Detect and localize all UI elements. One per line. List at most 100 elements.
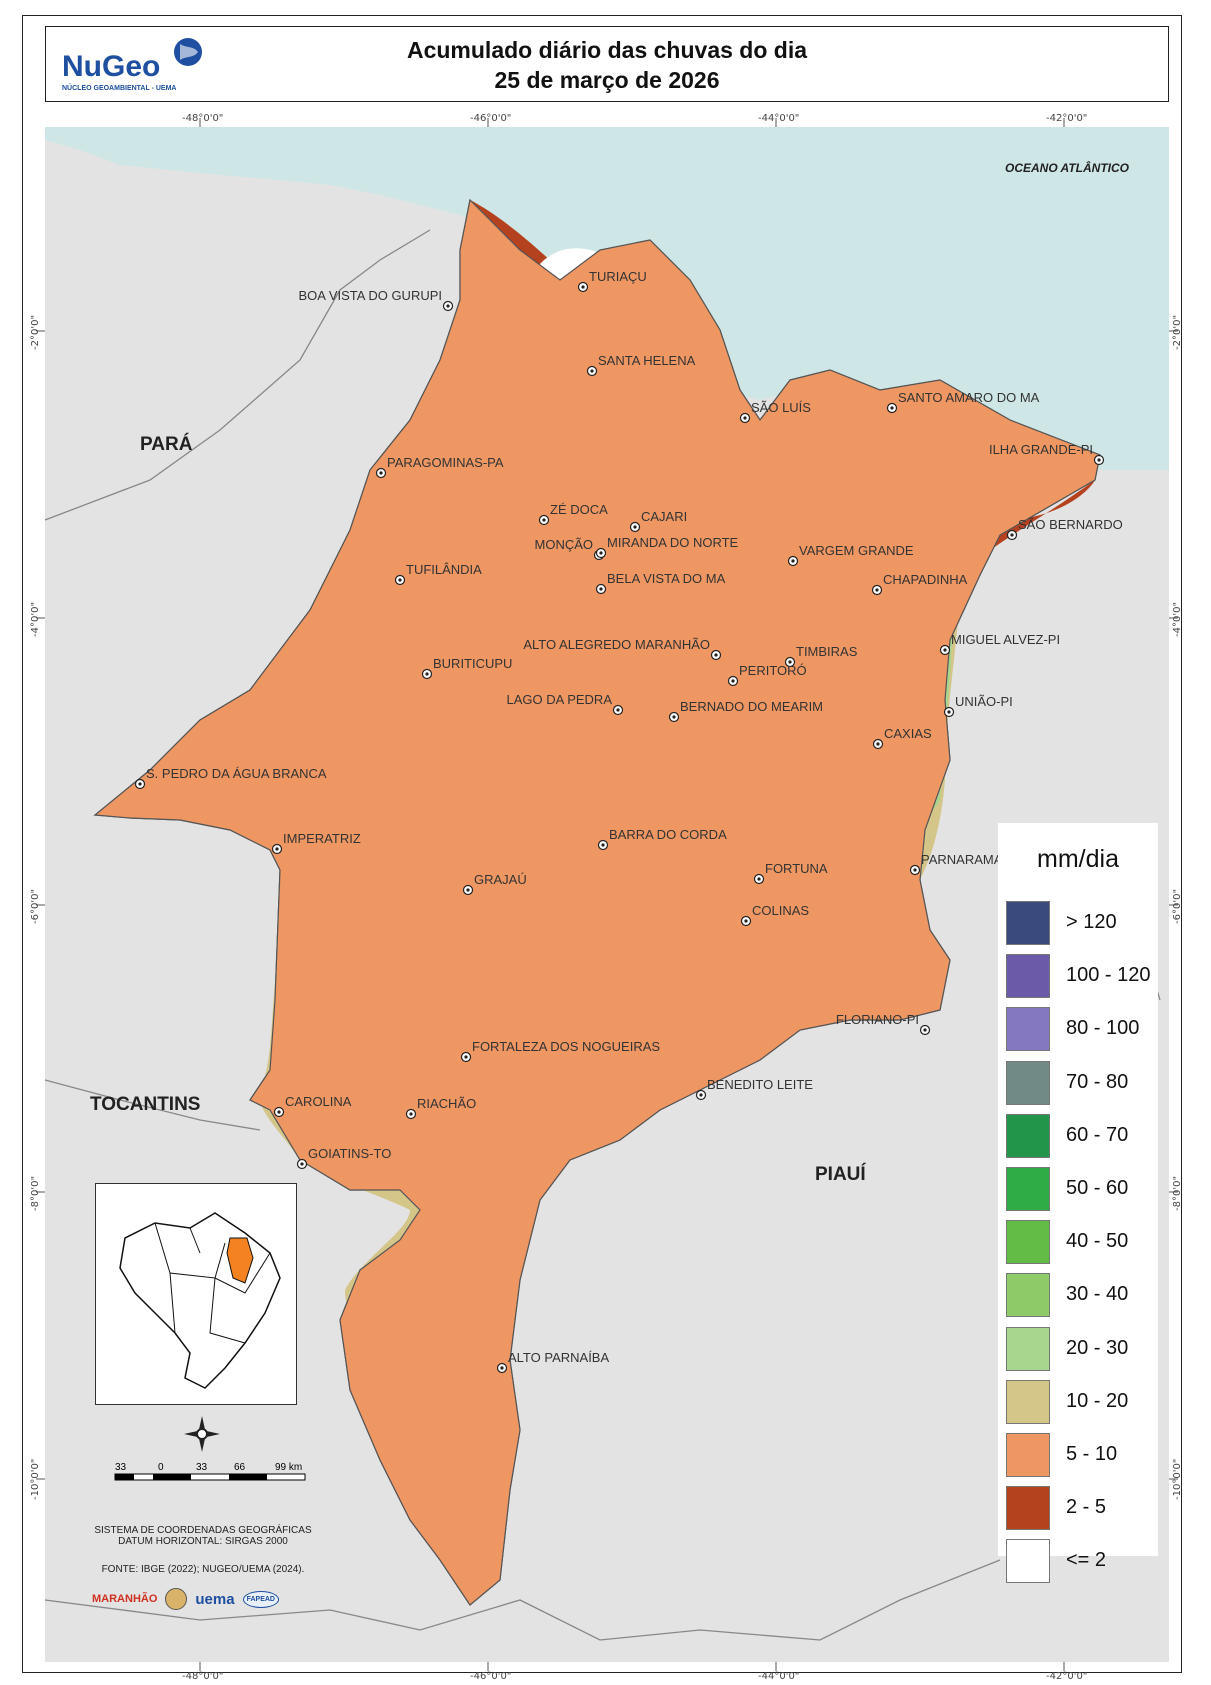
legend-item: 10 - 20 xyxy=(1006,1379,1156,1426)
city-marker: SÃO LUÍS xyxy=(739,400,811,424)
compass-icon xyxy=(184,1416,220,1452)
scale-label: 0 xyxy=(158,1462,164,1473)
city-marker: FORTUNA xyxy=(753,861,828,885)
city-marker: ALTO PARNAÍBA xyxy=(496,1350,609,1374)
legend-item: > 120 xyxy=(1006,901,1156,947)
legend-label: 10 - 20 xyxy=(1066,1389,1129,1412)
city-label: SÃO LUÍS xyxy=(751,400,811,415)
city-marker: COLINAS xyxy=(740,903,809,927)
legend-item: 80 - 100 xyxy=(1006,1007,1156,1053)
city-marker: ALTO ALEGREDO MARANHÃO xyxy=(523,637,722,661)
city-label: LAGO DA PEDRA xyxy=(507,692,613,707)
legend-swatch xyxy=(1006,954,1050,999)
city-label: PARAGOMINAS-PA xyxy=(387,455,504,470)
lat-label-right: -10°0'0" xyxy=(1172,1459,1183,1500)
map-frame xyxy=(22,15,1182,1673)
legend: mm/dia > 120 100 - 120 80 - 100 70 - 80 60 -… xyxy=(998,823,1158,1584)
city-label: CHAPADINHA xyxy=(883,572,968,587)
legend-title: mm/dia xyxy=(1037,845,1119,873)
city-label: GOIATINS-TO xyxy=(308,1146,391,1161)
legend-label: > 120 xyxy=(1066,911,1117,933)
city-marker: ILHA GRANDE-PI xyxy=(989,442,1105,466)
scale-label: 66 xyxy=(234,1462,246,1473)
lat-label-left: -8°0'0" xyxy=(30,1176,41,1211)
legend-swatch xyxy=(1006,1007,1050,1052)
legend-label: 30 - 40 xyxy=(1066,1283,1129,1306)
city-marker: BERNADO DO MEARIM xyxy=(668,699,823,723)
city-label: ZÉ DOCA xyxy=(550,502,608,517)
lon-label-bottom: -48°0'0" xyxy=(182,1671,223,1682)
lat-label-right: -4°0'0" xyxy=(1172,602,1183,637)
city-label: FORTUNA xyxy=(765,861,828,876)
region-label-para: PARÁ xyxy=(140,433,193,455)
nugeo-logo: NuGeo NÚCLEO GEOAMBIENTAL - UEMA xyxy=(62,38,202,92)
city-marker: VARGEM GRANDE xyxy=(787,543,914,567)
region-label-piaui: PIAUÍ xyxy=(815,1163,866,1185)
city-label: S. PEDRO DA ÁGUA BRANCA xyxy=(146,766,327,781)
legend-item: 20 - 30 xyxy=(1006,1326,1156,1373)
city-label: FORTALEZA DOS NOGUEIRAS xyxy=(472,1039,660,1054)
lon-label-top: -46°0'0" xyxy=(470,113,511,124)
legend-item: 2 - 5 xyxy=(1006,1486,1156,1532)
city-label: BERNADO DO MEARIM xyxy=(680,699,823,714)
city-label: SANTO AMARO DO MA xyxy=(898,390,1040,405)
city-label: SÃO BERNARDO xyxy=(1018,517,1123,532)
city-marker: PARNARAMA xyxy=(909,852,1003,876)
scale-bar xyxy=(114,1473,306,1481)
city-label: BENEDITO LEITE xyxy=(707,1077,813,1092)
legend-label: 50 - 60 xyxy=(1066,1177,1129,1199)
legend-label: 20 - 30 xyxy=(1066,1336,1129,1359)
lat-label-left: -2°0'0" xyxy=(30,315,41,350)
legend-swatch xyxy=(1006,1113,1050,1158)
city-label: ALTO PARNAÍBA xyxy=(508,1350,609,1365)
city-marker: GOIATINS-TO xyxy=(296,1146,391,1170)
city-label: TIMBIRAS xyxy=(796,644,858,659)
logo-subtitle: NÚCLEO GEOAMBIENTAL - UEMA xyxy=(62,83,176,92)
legend-swatch xyxy=(1006,1433,1050,1477)
map-date: 25 de março de 2026 xyxy=(494,67,720,93)
legend-swatch xyxy=(1006,901,1050,945)
city-label: ILHA GRANDE-PI xyxy=(989,442,1093,457)
lon-label-top: -44°0'0" xyxy=(758,113,799,124)
city-label: MIGUEL ALVEZ-PI xyxy=(951,632,1060,647)
partner-logos: MARANHÃO uema FAPEAD xyxy=(92,1584,302,1614)
inset-brazil-map xyxy=(95,1183,297,1405)
coordinate-system: SISTEMA DE COORDENADAS GEOGRÁFICAS DATUM… xyxy=(88,1525,318,1547)
city-label: TUFILÂNDIA xyxy=(406,562,482,577)
legend-item: 50 - 60 xyxy=(1006,1167,1156,1213)
city-label: COLINAS xyxy=(752,903,809,918)
scale-label: 33 xyxy=(115,1462,127,1473)
legend-item: 5 - 10 xyxy=(1006,1433,1156,1479)
city-marker: S. PEDRO DA ÁGUA BRANCA xyxy=(134,766,327,790)
city-marker: SÃO BERNARDO xyxy=(1006,517,1123,541)
city-label: UNIÃO-PI xyxy=(955,694,1013,709)
lon-label-top: -42°0'0" xyxy=(1046,113,1087,124)
legend-swatch xyxy=(1006,1220,1050,1265)
partner-uema: uema xyxy=(195,1590,235,1608)
city-marker: RIACHÃO xyxy=(405,1096,476,1120)
city-marker: BOA VISTA DO GURUPI xyxy=(298,288,454,312)
scale-label: 99 km xyxy=(275,1462,302,1473)
city-label: RIACHÃO xyxy=(417,1096,476,1111)
region-label-ocean: OCEANO ATLÂNTICO xyxy=(1005,160,1130,175)
legend-label: 5 - 10 xyxy=(1066,1443,1118,1465)
region-label-tocantins: TOCANTINS xyxy=(90,1094,200,1115)
city-marker: ZÉ DOCA xyxy=(538,502,608,526)
legend-label: 40 - 50 xyxy=(1066,1230,1129,1253)
legend-swatch xyxy=(1006,1060,1050,1105)
city-marker: UNIÃO-PI xyxy=(943,694,1013,718)
city-marker: IMPERATRIZ xyxy=(271,831,361,855)
city-label: SANTA HELENA xyxy=(598,353,696,368)
seal-icon xyxy=(165,1588,188,1610)
legend-item: 60 - 70 xyxy=(1006,1113,1156,1160)
city-label: CAROLINA xyxy=(285,1094,352,1109)
lat-label-right: -6°0'0" xyxy=(1172,889,1183,924)
legend-label: 2 - 5 xyxy=(1066,1496,1107,1519)
city-marker: CAXIAS xyxy=(872,726,932,750)
city-label: CAJARI xyxy=(641,509,687,524)
city-label: FLORIANO-PI xyxy=(836,1012,919,1027)
city-marker: CAROLINA xyxy=(273,1094,352,1118)
legend-label: 80 - 100 xyxy=(1066,1017,1140,1040)
city-label: ALTO ALEGREDO MARANHÃO xyxy=(523,637,710,652)
